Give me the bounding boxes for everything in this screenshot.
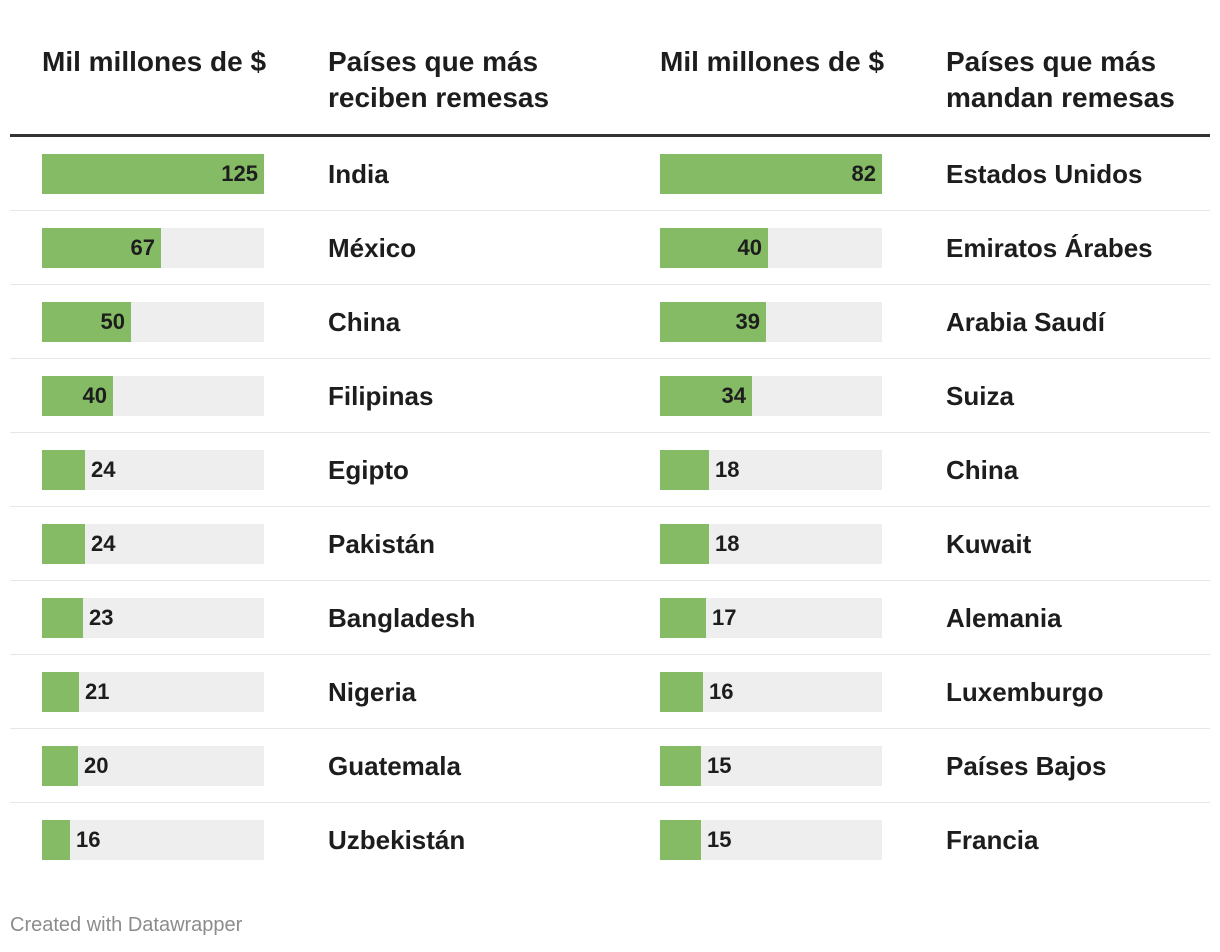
data-label: 24: [91, 457, 116, 482]
credit-text: Created with Datawrapper: [10, 914, 243, 936]
data-label: 125: [221, 161, 258, 186]
bar: [42, 154, 264, 194]
country-label: Alemania: [946, 603, 1062, 633]
bar: [660, 376, 752, 416]
bar-track: 67: [42, 228, 264, 268]
bar-track: 82: [660, 154, 882, 194]
country-label: China: [328, 307, 401, 337]
bar: [660, 228, 768, 268]
bar-track: 16: [660, 672, 882, 712]
data-label: 15: [707, 753, 732, 778]
bar: [660, 524, 709, 564]
data-label: 50: [100, 309, 125, 334]
bar: [42, 302, 131, 342]
country-label: China: [946, 455, 1019, 485]
country-label: Países Bajos: [946, 751, 1107, 781]
header-receiving-countries: Países que más reciben remesas: [328, 46, 550, 113]
data-label: 21: [85, 679, 110, 704]
country-label: Filipinas: [328, 381, 434, 411]
bar-track: 18: [660, 524, 882, 564]
table-row: 24 Pakistán 18 Kuwait: [10, 507, 1210, 581]
data-label: 34: [721, 383, 746, 408]
data-label: 15: [707, 827, 732, 852]
country-label: México: [328, 233, 417, 263]
country-label: Emiratos Árabes: [946, 233, 1153, 263]
country-label: Nigeria: [328, 677, 417, 707]
country-label: Bangladesh: [328, 603, 476, 633]
country-label: Egipto: [328, 455, 409, 485]
table-row: 125 India 82 Estados Unidos: [10, 137, 1210, 211]
bar-track: 125: [42, 154, 264, 194]
country-label: Francia: [946, 825, 1039, 855]
country-label: Guatemala: [328, 751, 461, 781]
data-label: 24: [91, 531, 116, 556]
bar: [42, 746, 78, 786]
bar-track: 20: [42, 746, 264, 786]
bar: [42, 598, 83, 638]
data-label: 18: [715, 457, 740, 482]
country-label: Kuwait: [946, 529, 1032, 559]
country-label: Estados Unidos: [946, 159, 1143, 189]
table-row: 24 Egipto 18 China: [10, 433, 1210, 507]
bar: [660, 154, 882, 194]
table-row: 67 México 40 Emiratos Árabes: [10, 211, 1210, 285]
bar-track: 16: [42, 820, 264, 860]
bar: [42, 450, 85, 490]
bar-track: 40: [42, 376, 264, 416]
data-label: 39: [735, 309, 760, 334]
header-divider: [10, 134, 1210, 137]
country-label: Arabia Saudí: [946, 307, 1105, 337]
header-value-right: Mil millones de $: [660, 46, 885, 77]
bar: [660, 598, 706, 638]
bar: [660, 746, 701, 786]
bar-track: 17: [660, 598, 882, 638]
bar-track: 23: [42, 598, 264, 638]
data-label: 17: [712, 605, 737, 630]
bar: [660, 302, 766, 342]
data-label: 16: [76, 827, 101, 852]
bar-track: 15: [660, 820, 882, 860]
bar-track: 18: [660, 450, 882, 490]
table-row: 21 Nigeria 16 Luxemburgo: [10, 655, 1210, 729]
bar: [42, 672, 79, 712]
bar: [42, 524, 85, 564]
data-label: 20: [84, 753, 109, 778]
data-label: 67: [130, 235, 155, 260]
country-label: Pakistán: [328, 529, 435, 559]
header-value-left: Mil millones de $: [42, 46, 267, 77]
bar: [660, 672, 703, 712]
remittances-table: Mil millones de $ Países que más reciben…: [10, 0, 1210, 877]
data-label: 23: [89, 605, 114, 630]
bar: [660, 450, 709, 490]
bar: [42, 820, 70, 860]
table-row: 16 Uzbekistán 15 Francia: [10, 803, 1210, 877]
country-label: Uzbekistán: [328, 825, 466, 855]
bar-track: 24: [42, 450, 264, 490]
bar: [42, 228, 161, 268]
bar-track: 40: [660, 228, 882, 268]
data-label: 40: [737, 235, 762, 260]
table-row: 40 Filipinas 34 Suiza: [10, 359, 1210, 433]
data-label: 16: [709, 679, 734, 704]
country-label: Luxemburgo: [946, 677, 1104, 707]
table-row: 23 Bangladesh 17 Alemania: [10, 581, 1210, 655]
data-label: 40: [82, 383, 107, 408]
data-label: 82: [851, 161, 876, 186]
bar-track: 24: [42, 524, 264, 564]
header-sending-countries: Países que más mandan remesas: [946, 46, 1175, 113]
bar: [42, 376, 113, 416]
country-label: India: [328, 159, 389, 189]
bar-track: 34: [660, 376, 882, 416]
bar: [660, 820, 701, 860]
table-row: 50 China 39 Arabia Saudí: [10, 285, 1210, 359]
data-label: 18: [715, 531, 740, 556]
country-label: Suiza: [946, 381, 1014, 411]
table-row: 20 Guatemala 15 Países Bajos: [10, 729, 1210, 803]
bar-track: 21: [42, 672, 264, 712]
bar-track: 50: [42, 302, 264, 342]
bar-track: 15: [660, 746, 882, 786]
bar-track: 39: [660, 302, 882, 342]
